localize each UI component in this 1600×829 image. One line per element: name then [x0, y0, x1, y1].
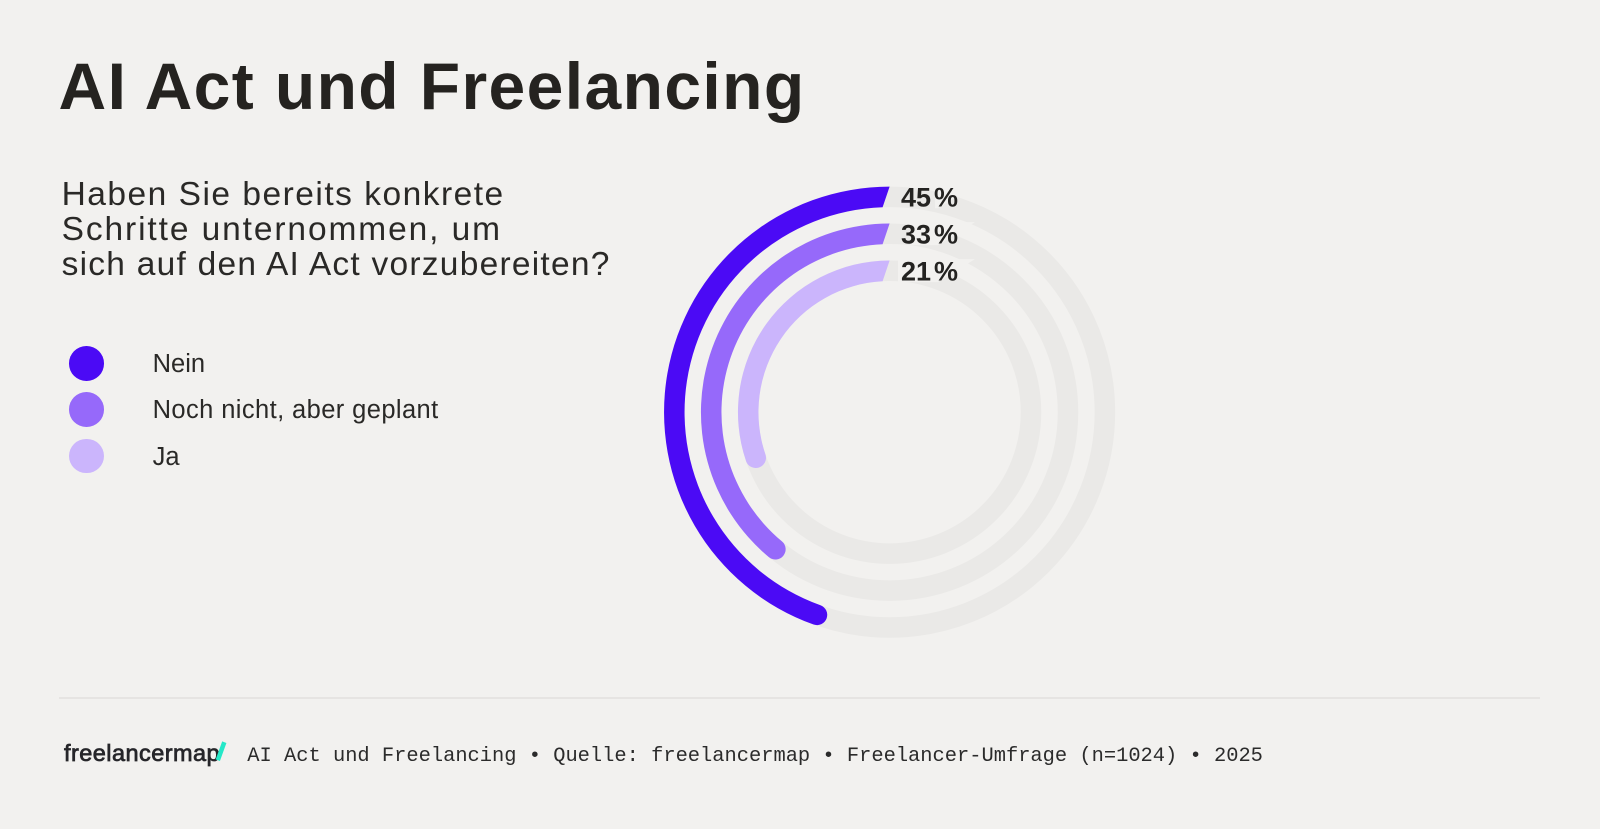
- svg-text:45%: 45%: [901, 183, 958, 213]
- svg-text:33%: 33%: [901, 220, 958, 250]
- svg-text:21%: 21%: [901, 257, 958, 287]
